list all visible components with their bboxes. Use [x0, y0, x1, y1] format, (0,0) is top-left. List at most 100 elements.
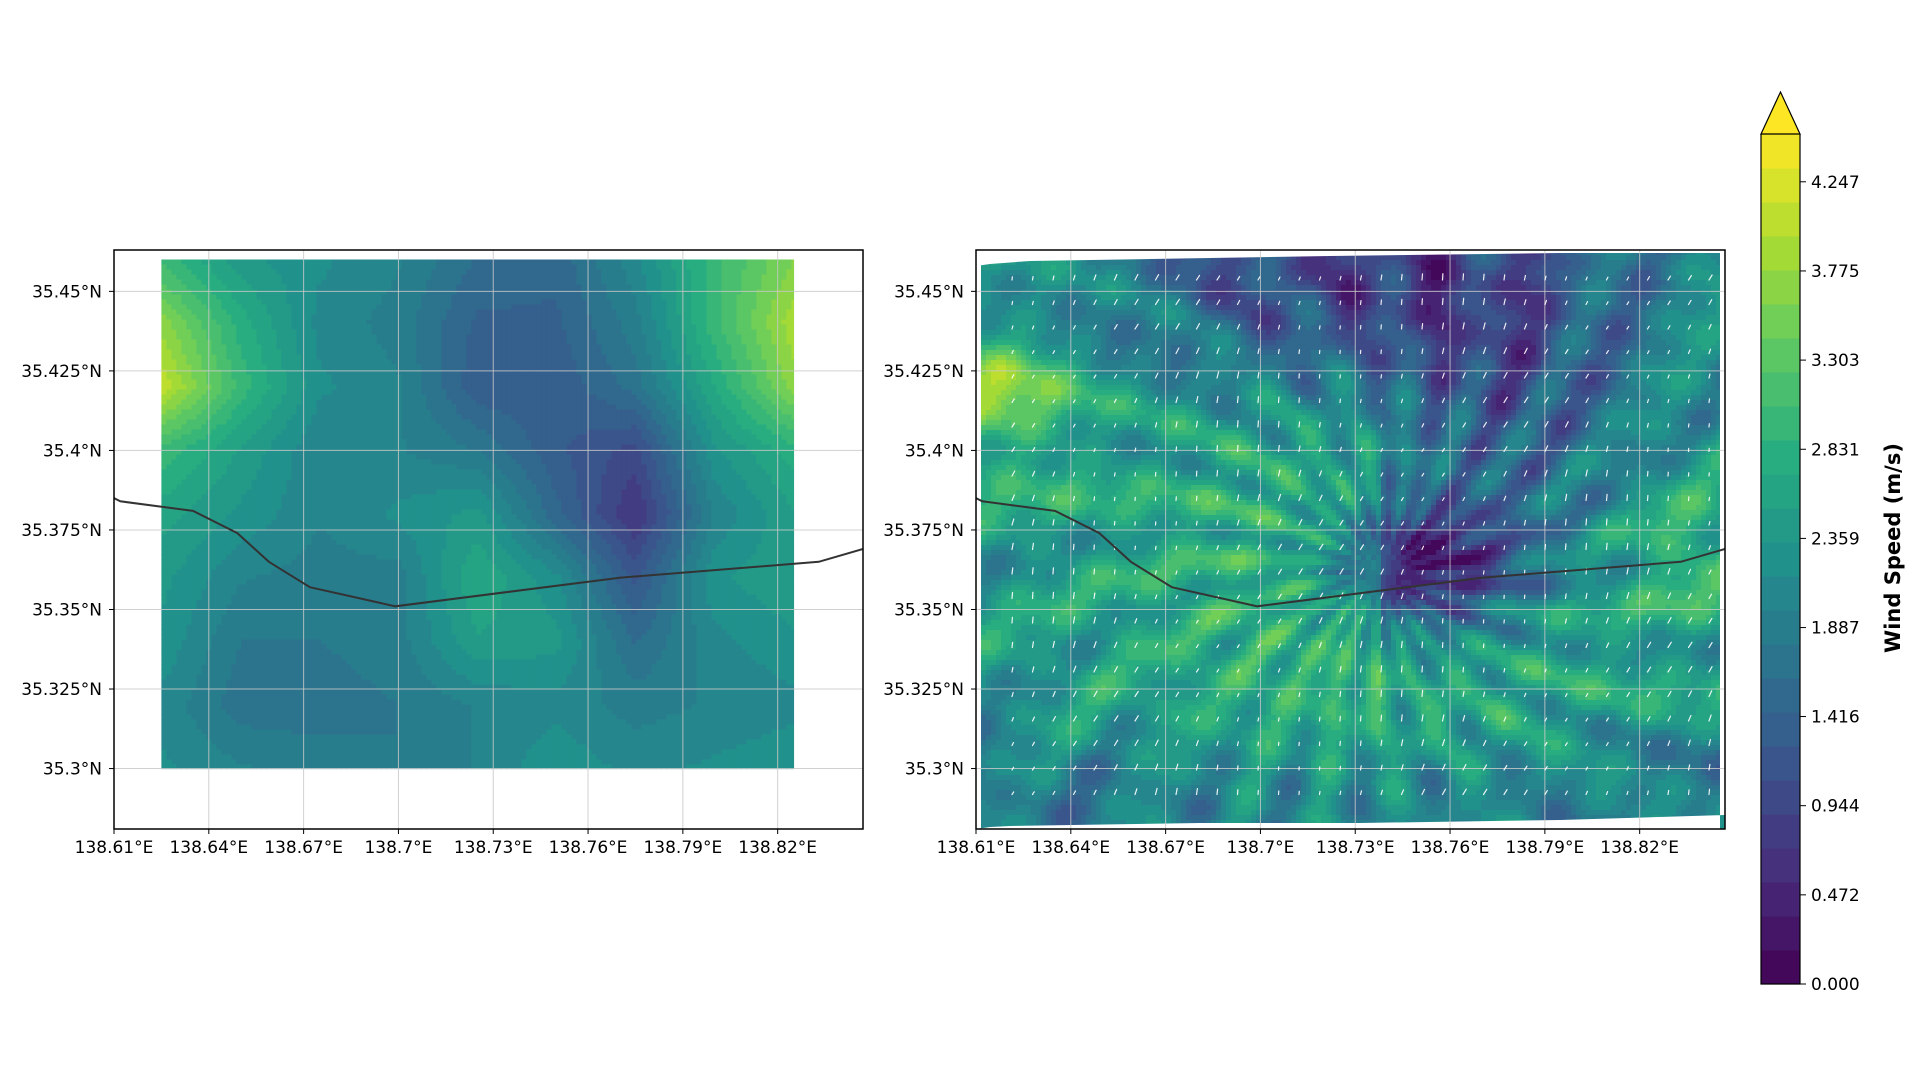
left-field-cell [666, 415, 672, 421]
left-field-cell [631, 395, 637, 401]
left-field-cell [591, 315, 597, 321]
left-field-cell [336, 405, 342, 411]
left-field-cell [456, 445, 462, 451]
left-field-cell [401, 395, 407, 401]
left-field-cell [731, 325, 737, 331]
left-field-cell [466, 280, 472, 286]
left-field-cell [606, 410, 612, 416]
left-field-cell [571, 290, 577, 296]
left-field-cell [246, 445, 252, 451]
left-field-cell [726, 345, 732, 351]
left-field-cell [331, 325, 337, 331]
left-field-cell [251, 350, 257, 356]
left-field-cell [426, 310, 432, 316]
left-field-cell [451, 295, 457, 301]
left-field-cell [486, 280, 492, 286]
left-field-cell [616, 330, 622, 336]
left-field-cell [686, 375, 692, 381]
left-field-cell [766, 290, 772, 296]
left-field-cell [186, 395, 192, 401]
left-field-cell [686, 405, 692, 411]
left-field-cell [316, 365, 322, 371]
left-field-cell [331, 385, 337, 391]
left-field-cell [501, 385, 507, 391]
left-field-cell [556, 410, 562, 416]
left-field-cell [471, 415, 477, 421]
left-field-cell [366, 310, 372, 316]
left-field-cell [176, 270, 182, 276]
left-field-cell [441, 325, 447, 331]
left-field-cell [591, 300, 597, 306]
left-field-cell [646, 420, 652, 426]
left-field-cell [356, 365, 362, 371]
left-field-cell [666, 270, 672, 276]
left-field-cell [456, 440, 462, 446]
left-field-cell [416, 295, 422, 301]
left-field-cell [301, 430, 307, 436]
left-field-cell [761, 265, 767, 271]
left-field-cell [606, 310, 612, 316]
left-field-cell [481, 410, 487, 416]
left-field-cell [426, 380, 432, 386]
left-field-cell [406, 445, 412, 451]
left-field-cell [196, 265, 202, 271]
left-field-cell [576, 370, 582, 376]
left-field-cell [271, 320, 277, 326]
left-field-cell [636, 415, 642, 421]
left-field-cell [306, 455, 312, 461]
left-field-cell [531, 400, 537, 406]
left-field-cell [526, 295, 532, 301]
left-field-cell [211, 300, 217, 306]
left-field-cell [661, 380, 667, 386]
left-field-cell [516, 410, 522, 416]
left-field-cell [706, 270, 712, 276]
left-field-cell [376, 390, 382, 396]
left-field-cell [706, 385, 712, 391]
left-field-cell [181, 375, 187, 381]
left-field-cell [616, 310, 622, 316]
left-field-cell [691, 330, 697, 336]
left-field-cell [731, 260, 737, 266]
left-field-cell [466, 420, 472, 426]
left-field-cell [261, 365, 267, 371]
left-field-cell [551, 330, 557, 336]
left-field-cell [291, 420, 297, 426]
left-field-cell [371, 400, 377, 406]
left-field-cell [376, 410, 382, 416]
left-field-cell [606, 345, 612, 351]
left-field-cell [566, 425, 572, 431]
left-field-cell [486, 355, 492, 361]
left-field-cell [286, 315, 292, 321]
left-field-cell [276, 435, 282, 441]
left-field-cell [291, 375, 297, 381]
left-field-cell [236, 410, 242, 416]
left-field-cell [791, 410, 794, 416]
left-field-cell [556, 360, 562, 366]
left-field-cell [696, 295, 702, 301]
left-field-cell [441, 425, 447, 431]
left-field-cell [456, 305, 462, 311]
left-field-cell [526, 370, 532, 376]
left-field-cell [791, 340, 794, 346]
left-field-cell [326, 295, 332, 301]
left-field-cell [346, 380, 352, 386]
left-field-cell [266, 365, 272, 371]
left-field-cell [346, 290, 352, 296]
left-field-cell [686, 350, 692, 356]
left-field-cell [306, 440, 312, 446]
left-field-cell [636, 430, 642, 436]
left-field-cell [426, 365, 432, 371]
left-field-cell [496, 410, 502, 416]
left-field-cell [261, 340, 267, 346]
left-field-cell [546, 415, 552, 421]
left-field-cell [256, 335, 262, 341]
left-field-cell [516, 415, 522, 421]
left-field-cell [526, 330, 532, 336]
left-field-cell [386, 285, 392, 291]
left-field-cell [606, 260, 612, 266]
left-field-cell [536, 315, 542, 321]
left-field-cell [221, 290, 227, 296]
left-field-cell [226, 345, 232, 351]
left-field-cell [351, 425, 357, 431]
left-field-cell [546, 420, 552, 426]
